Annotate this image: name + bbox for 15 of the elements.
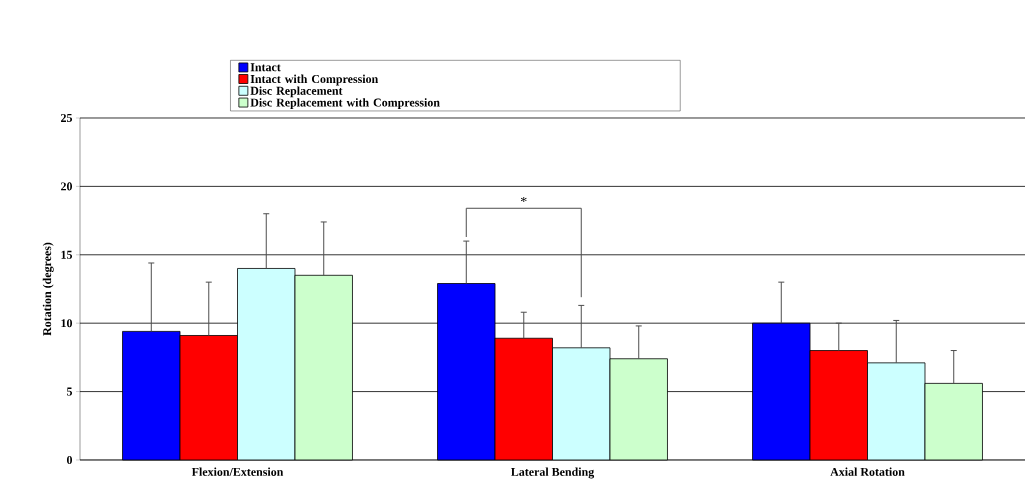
y-tick-label: 5 (67, 387, 73, 396)
legend-label: Disc Replacement (250, 86, 343, 98)
annotation: * (520, 196, 527, 203)
x-tick-label: Lateral Bending (511, 467, 595, 479)
y-tick-label: 25 (61, 113, 73, 122)
legend-label: Intact with Compression (250, 74, 379, 86)
y-tick-label: 0 (66, 455, 73, 465)
y-tick-label: 20 (61, 182, 73, 191)
x-tick-label: Flexion/Extension (191, 467, 284, 476)
y-tick-label: 15 (61, 250, 73, 259)
y-tick-label: 10 (61, 319, 73, 328)
legend-label: Intact (250, 63, 281, 72)
x-tick-label: Axial Rotation (830, 467, 905, 476)
y-axis-title: Rotation (degrees) (42, 242, 54, 336)
legend-label: Disc Replacement with Compression (250, 98, 440, 109)
